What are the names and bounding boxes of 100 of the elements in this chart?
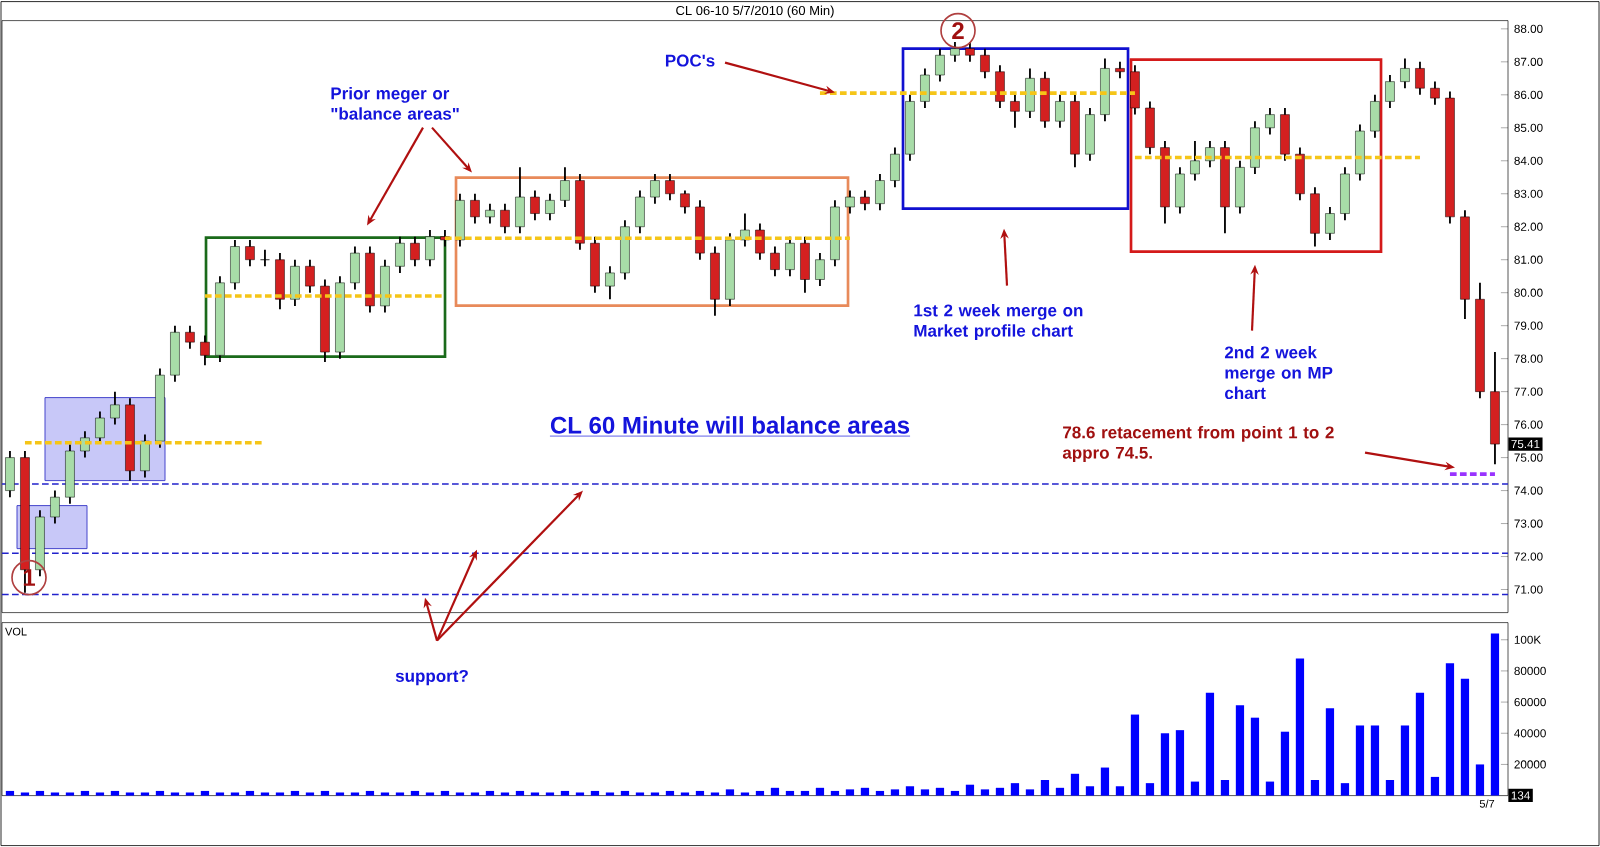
annotation: 2 (952, 22, 964, 40)
bar (950, 791, 960, 796)
bar (35, 791, 45, 796)
y-tick-label: 60000 (1514, 698, 1546, 707)
bar (1070, 773, 1080, 796)
bar (365, 791, 375, 796)
candlestick (965, 41, 975, 63)
y-tick-label: 86.00 (1514, 90, 1543, 100)
bar (995, 788, 1005, 796)
bar (800, 791, 810, 796)
y-tick-label: 40000 (1514, 729, 1546, 738)
y-tick-label: 20000 (1514, 760, 1546, 769)
y-tick-label: 85.00 (1514, 123, 1543, 133)
candlestick (1400, 57, 1410, 90)
bar (590, 791, 600, 796)
candlestick (770, 245, 780, 278)
candlestick (95, 410, 105, 443)
bar (1490, 633, 1500, 796)
y-tick-label: 80.00 (1514, 288, 1543, 297)
bar (605, 792, 615, 796)
chart-title: CL 06-10 5/7/2010 (60 Min) (676, 5, 834, 18)
bar (890, 789, 900, 796)
candlestick (1430, 80, 1440, 106)
bar (575, 792, 585, 796)
candlestick (395, 235, 405, 275)
bar (905, 786, 915, 796)
annotation: Prior meger or "balance areas" (331, 87, 459, 120)
bar (200, 791, 210, 796)
candlestick (560, 166, 570, 209)
candlestick (935, 47, 945, 83)
bar (830, 791, 840, 796)
candlestick (980, 47, 990, 80)
y-tick-label: 74.00 (1514, 486, 1543, 495)
candlestick (305, 258, 315, 294)
candlestick (860, 189, 870, 212)
text: 5/7 (1479, 799, 1495, 808)
candlestick (665, 173, 675, 202)
bar (665, 791, 675, 796)
bar (350, 792, 360, 796)
y-tick-label: 77.00 (1514, 387, 1543, 396)
bar (380, 792, 390, 796)
bar (50, 792, 60, 796)
y-tick-label: 79.00 (1514, 321, 1543, 330)
candlestick (185, 324, 195, 350)
bar (245, 791, 255, 796)
annotation: POC's (665, 54, 715, 67)
bar (965, 784, 975, 796)
annotation: 2nd 2 week merge on MP chart (1224, 346, 1333, 400)
bar (1025, 789, 1035, 796)
bar (275, 792, 285, 796)
bar (335, 792, 345, 796)
bar (440, 791, 450, 796)
candlestick (245, 239, 255, 268)
bar (1100, 767, 1110, 796)
candlestick (500, 202, 510, 235)
bar (1175, 730, 1185, 796)
candlestick (755, 222, 765, 261)
y-tick-label: 87.00 (1514, 57, 1543, 67)
candlestick (1055, 94, 1065, 129)
bar (635, 792, 645, 796)
bar (1370, 725, 1380, 796)
candlestick (1415, 61, 1425, 96)
bar (620, 791, 630, 796)
bar (650, 792, 660, 796)
y-tick-label: 83.00 (1514, 189, 1543, 199)
bar (1160, 733, 1170, 796)
bar (1235, 705, 1245, 796)
y-tick-label: 81.00 (1514, 255, 1543, 265)
bar (95, 792, 105, 796)
bar (1085, 786, 1095, 796)
bar (1220, 780, 1230, 796)
bar (320, 791, 330, 796)
bar (1475, 764, 1485, 796)
bar (425, 792, 435, 796)
annotation: 1st 2 week merge on Market profile chart (914, 304, 1083, 341)
candlestick (1190, 140, 1200, 182)
candlestick (200, 334, 210, 367)
bar (710, 792, 720, 796)
candlestick (950, 41, 960, 63)
bar (1190, 781, 1200, 796)
y-tick-label: 75.00 (1514, 453, 1543, 462)
y-tick-label: 88.00 (1514, 24, 1543, 34)
annotation: 78.6 retacement from point 1 to 2 appro 74.5. (1062, 426, 1334, 463)
bar (1055, 788, 1065, 796)
candlestick (1385, 74, 1395, 110)
bar (860, 788, 870, 796)
bar (875, 791, 885, 796)
annotation: VOL (5, 627, 27, 636)
bar (725, 789, 735, 796)
candlestick (845, 189, 855, 215)
bar (455, 792, 465, 796)
candlestick (530, 189, 540, 222)
bar (530, 792, 540, 796)
bar (1460, 678, 1470, 796)
bar (1250, 717, 1260, 796)
bar (290, 791, 300, 796)
y-tick-label: 84.00 (1514, 156, 1543, 166)
bar (500, 792, 510, 796)
bar (845, 789, 855, 796)
bar (185, 792, 195, 796)
